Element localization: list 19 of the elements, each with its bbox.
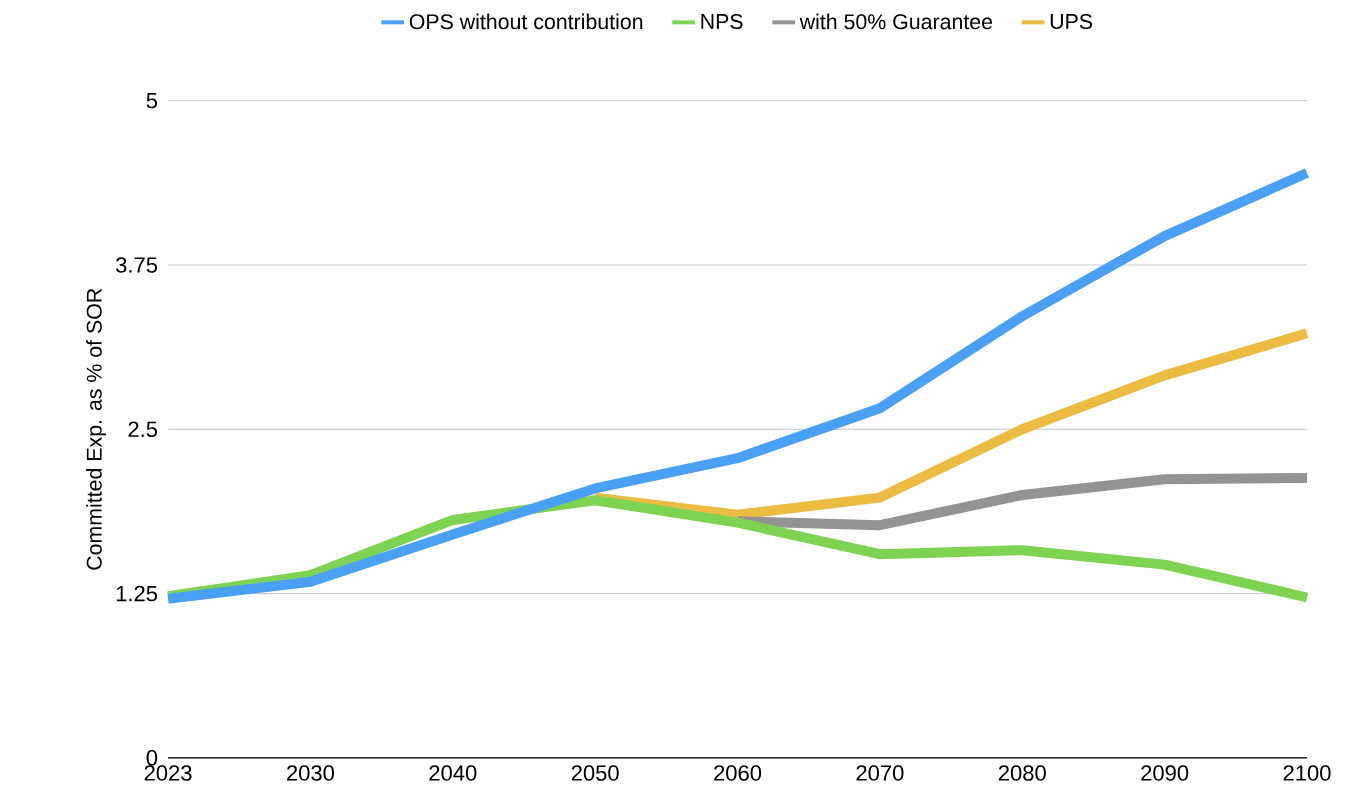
y-tick-label: 2.5 — [128, 421, 158, 438]
y-tick-label: 0 — [146, 750, 158, 766]
x-tick-label: 2023 — [144, 765, 192, 781]
legend-label: NPS — [701, 13, 743, 30]
x-tick-label: 2060 — [714, 765, 762, 781]
legend-label: OPS without contribution — [409, 13, 643, 30]
x-tick-label: 2090 — [1141, 765, 1189, 781]
x-tick-label: 2030 — [287, 765, 335, 781]
legend-label: UPS — [1050, 13, 1093, 30]
x-tick-label: 2080 — [998, 765, 1046, 781]
y-tick-label: 5 — [146, 93, 158, 109]
y-tick-label: 1.25 — [116, 585, 158, 602]
legend-label: with 50% Guarantee — [799, 13, 993, 30]
x-tick-label: 2040 — [429, 765, 477, 781]
x-tick-label: 2070 — [856, 765, 904, 781]
y-tick-label: 3.75 — [116, 257, 158, 273]
y-axis-title: Committed Exp. as % of SOR — [86, 288, 107, 570]
x-tick-label: 2050 — [571, 765, 619, 781]
x-tick-label: 2100 — [1283, 765, 1331, 781]
